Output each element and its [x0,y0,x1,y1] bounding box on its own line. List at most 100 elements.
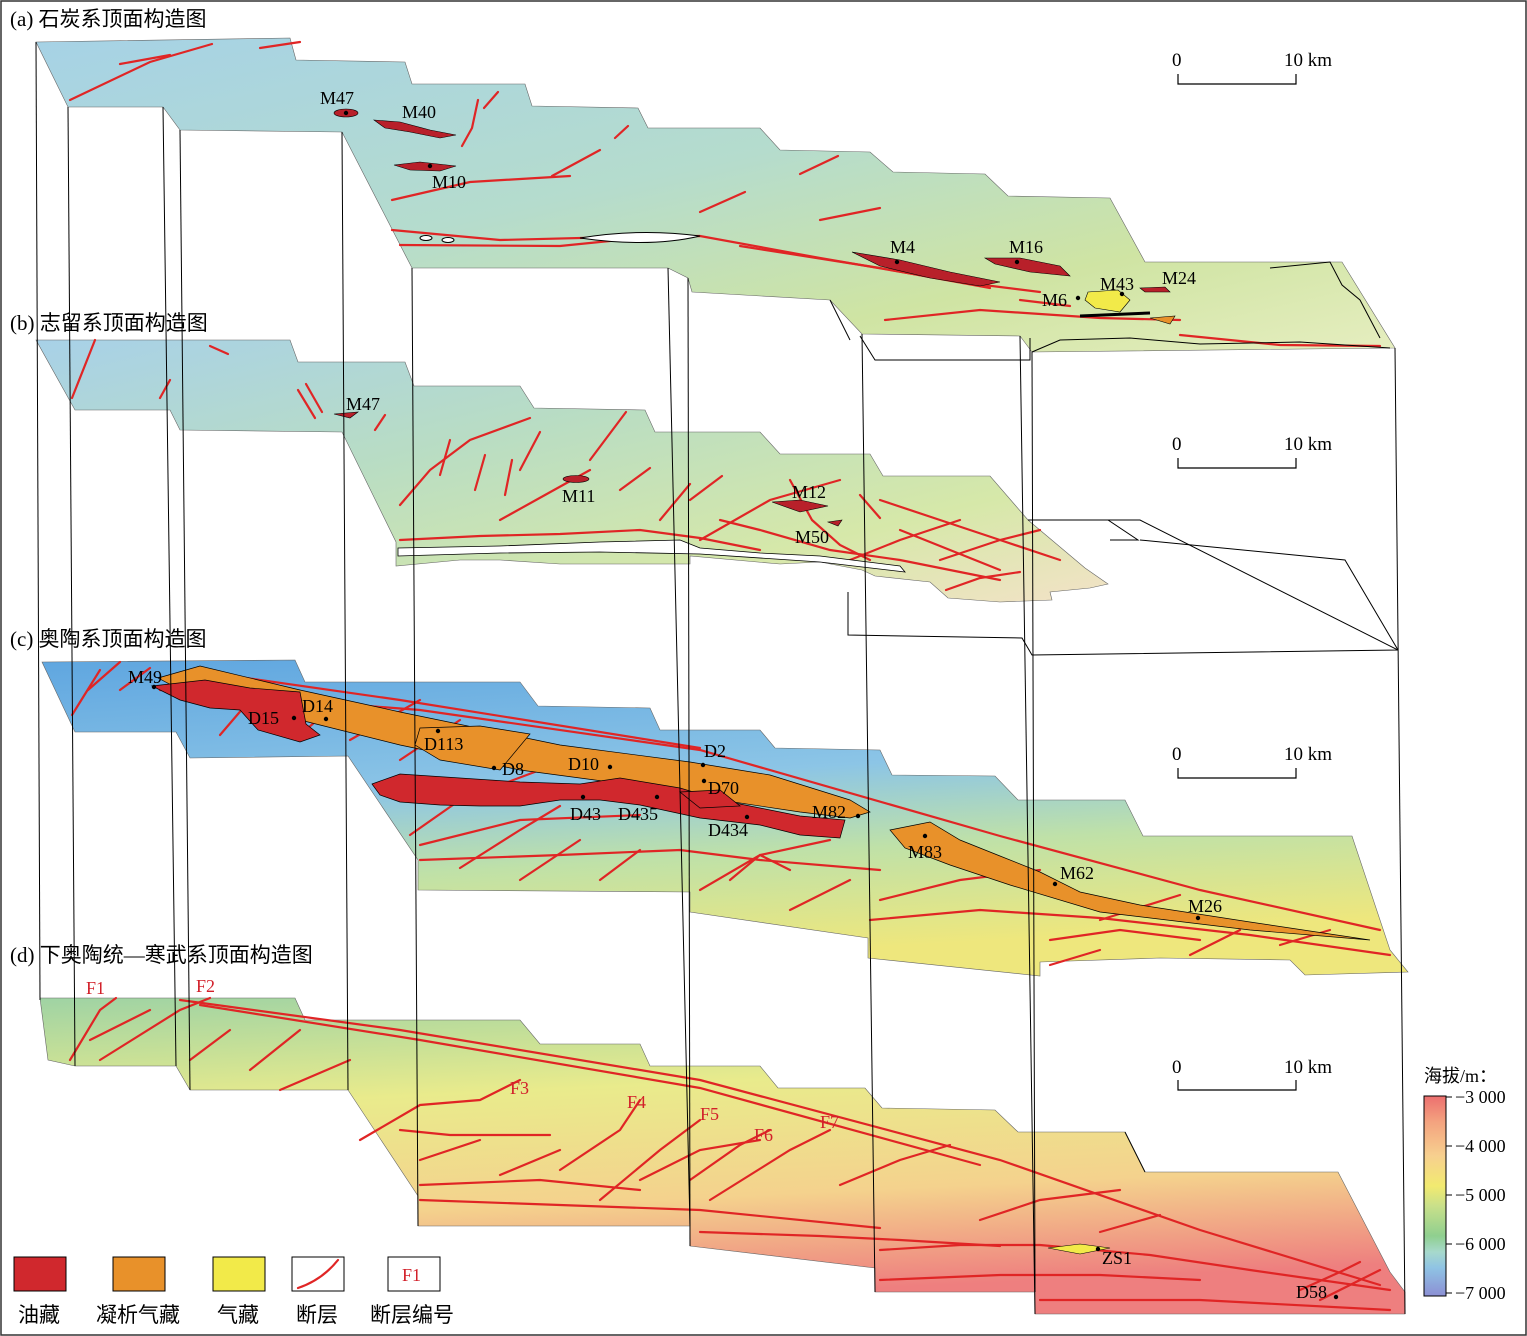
scale-start: 0 [1172,1057,1182,1078]
oil-reservoir [771,499,829,513]
fault-line [1188,928,1242,957]
oil-reservoir [826,519,843,527]
fault-line [398,528,762,552]
well-dot [855,813,861,819]
well-dot [323,716,329,722]
fault-line [1038,1298,1392,1312]
fault-line [598,1118,702,1202]
panel-c: (c) 奥陶系顶面构造图 M49 D15 D14 D113 D8 D10 D2 … [10,627,1409,977]
legend-fault-no-label: 断层编号 [370,1303,454,1327]
well-label: D14 [302,696,333,716]
fault-line [418,1178,642,1192]
fault-line [598,848,642,882]
well-label: D43 [570,804,601,824]
well-label: M40 [402,102,436,122]
erosion-gap [397,539,906,573]
scale-end: 10 km [1284,50,1332,71]
fault-line [944,570,1022,592]
fault-line [698,190,747,214]
well-label: M83 [908,842,942,862]
legend: 油藏 凝析气藏 气藏 断层 F1 断层编号 [13,1256,454,1327]
fault-line [1048,928,1202,942]
well-dot [744,814,750,820]
fault-line [296,388,317,420]
well-dot [1014,259,1020,265]
colorbar-tick: −4 000 [1455,1136,1506,1156]
fault-line [418,1138,482,1162]
fault-line [883,308,1182,322]
fault-line [518,838,582,882]
fault-line [878,1273,1202,1282]
legend-fault-line [296,1258,340,1290]
panel-a-title: (a) 石炭系顶面构造图 [10,7,207,31]
fault-line [503,458,514,497]
legend-oil-label: 油藏 [18,1303,60,1327]
fault-line [458,804,562,870]
fault-line [68,996,118,1062]
well-label: M10 [432,172,466,192]
oil-reservoir [333,411,360,419]
colorbar-tick: −5 000 [1455,1185,1506,1205]
panel-a-surface [35,37,1396,353]
scale-end: 10 km [1284,434,1332,455]
well-dot [427,163,433,169]
well-label: M4 [890,237,915,257]
scale-start: 0 [1172,50,1182,71]
fault-line [798,154,840,176]
scale-end: 10 km [1284,744,1332,765]
oil-reservoir [851,251,1001,287]
well-label: M82 [812,802,846,822]
scale-bar-c: 0 10 km [1172,744,1332,779]
legend-condensate-label: 凝析气藏 [96,1303,180,1327]
oil-reservoir [679,789,741,809]
stratigraphic-boundary [1079,311,1151,318]
fault-line [70,668,102,717]
fault-line [898,528,1002,572]
fault-label: F1 [86,978,105,998]
legend-fault-no-swatch [387,1256,441,1292]
well-label: M26 [1188,896,1222,916]
well-dot [922,833,928,839]
condensate-reservoir [889,821,1371,941]
fault-label: F3 [510,1078,529,1098]
fault-line [818,206,882,222]
fault-line [1018,298,1072,308]
oil-reservoir [1139,286,1171,293]
well-label: D113 [424,734,463,754]
well-dot [1075,295,1081,301]
scale-bar-a: 0 10 km [1172,50,1332,85]
oil-reservoir [150,679,321,743]
well-dot [607,764,613,770]
well-dot [343,110,349,116]
fault-line [688,474,724,502]
scale-end: 10 km [1284,1057,1332,1078]
fault-line [718,518,1002,582]
well-dot [700,762,706,768]
fault-line [858,493,882,520]
scale-bar-d: 0 10 km [1172,1057,1332,1091]
well-dot [291,715,297,721]
oil-reservoir [983,257,1071,277]
fault-line [588,410,628,462]
well-dot [580,794,586,800]
scale-start: 0 [1172,744,1182,765]
well-label: M24 [1162,268,1196,288]
legend-gas-swatch [212,1256,266,1292]
fault-label: F7 [820,1112,839,1132]
fault-line [188,668,702,750]
scale-start: 0 [1172,434,1182,455]
stratigraphic-boundary [1269,261,1381,339]
well-label: M50 [795,527,829,547]
oil-reservoir [393,161,457,172]
well-dot [1095,1246,1101,1252]
fault-label: F5 [700,1104,719,1124]
fault-line [708,1128,832,1202]
well-label: M12 [792,482,826,502]
well-label: M47 [346,394,380,414]
fault-line [613,124,630,140]
panel-a: (a) 石炭系顶面构造图 M47 M40 M10 M4 M16 M43 M24 … [10,7,1396,353]
well-label: M43 [1100,274,1134,294]
gas-reservoir [1084,289,1131,313]
fault-line [278,1058,352,1092]
well-label: M6 [1042,290,1067,310]
